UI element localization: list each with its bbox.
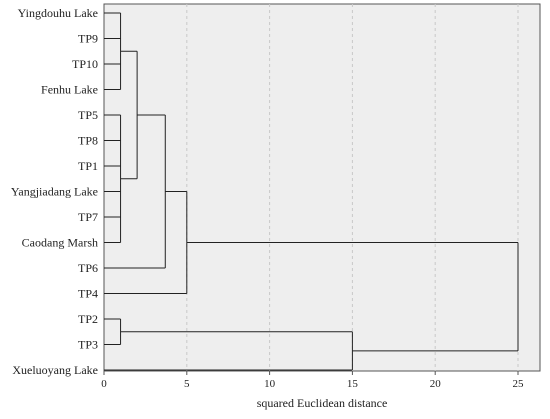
- leaf-label: TP8: [78, 134, 98, 148]
- plot-area: [103, 3, 541, 372]
- leaf-label: TP10: [72, 57, 98, 71]
- x-tick-label-0: 0: [101, 378, 107, 390]
- leaf-label: TP6: [78, 261, 98, 275]
- leaf-label: Caodang Marsh: [22, 236, 98, 250]
- leaf-label: TP7: [78, 210, 98, 224]
- leaf-label: TP9: [78, 32, 98, 46]
- leaf-label: TP4: [78, 287, 98, 301]
- x-axis-ticks: 0 5 10 15 20 25: [101, 371, 524, 390]
- x-tick-label-25: 25: [513, 378, 525, 390]
- leaf-labels: Yingdouhu Lake TP9 TP10 Fenhu Lake TP5 TP8 TP1…: [11, 6, 98, 377]
- leaf-label: Yangjiadang Lake: [11, 185, 98, 199]
- leaf-label: Fenhu Lake: [41, 83, 98, 97]
- leaf-label: Xueluoyang Lake: [12, 363, 98, 377]
- leaf-label: Yingdouhu Lake: [18, 6, 98, 20]
- dendrogram-tree: [104, 12, 519, 371]
- leaf-label: TP2: [78, 312, 98, 326]
- leaf-label: TP1: [78, 159, 98, 173]
- x-tick-label-5: 5: [184, 378, 190, 390]
- grid-lines: [186, 4, 519, 371]
- x-axis-title: squared Euclidean distance: [257, 396, 388, 410]
- x-tick-label-10: 10: [264, 378, 276, 390]
- leaf-label: TP5: [78, 108, 98, 122]
- x-tick-label-15: 15: [347, 378, 359, 390]
- x-tick-label-20: 20: [430, 378, 442, 390]
- leaf-label: TP3: [78, 338, 98, 352]
